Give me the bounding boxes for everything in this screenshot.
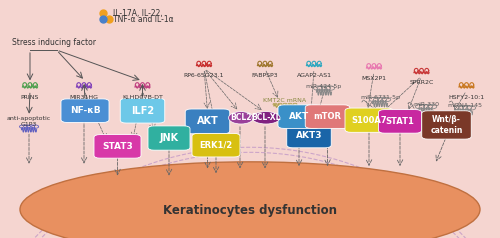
Text: ERK1/2: ERK1/2	[200, 141, 232, 150]
Text: miR-330: miR-330	[413, 102, 439, 107]
FancyBboxPatch shape	[287, 124, 331, 148]
Ellipse shape	[20, 162, 480, 238]
Text: PRINS: PRINS	[21, 95, 39, 100]
FancyBboxPatch shape	[148, 126, 190, 150]
FancyBboxPatch shape	[61, 99, 109, 122]
FancyBboxPatch shape	[192, 133, 240, 157]
Point	[105, 17, 113, 21]
Text: IL-17A, IL-22,: IL-17A, IL-22,	[114, 9, 163, 18]
Text: mTOR: mTOR	[314, 112, 342, 121]
Text: STAT1: STAT1	[386, 117, 414, 126]
Text: JNK: JNK	[160, 133, 178, 143]
Text: SPRR2C: SPRR2C	[410, 80, 434, 85]
FancyBboxPatch shape	[422, 111, 471, 139]
FancyBboxPatch shape	[378, 110, 422, 133]
Text: KLHDC7B-DT: KLHDC7B-DT	[122, 95, 163, 100]
Text: miR-424-5p: miR-424-5p	[306, 84, 342, 89]
FancyBboxPatch shape	[94, 135, 141, 158]
Text: AKT: AKT	[196, 116, 218, 126]
Text: FABPSP3: FABPSP3	[252, 73, 278, 78]
Text: MIR31HG: MIR31HG	[70, 95, 98, 100]
FancyBboxPatch shape	[185, 109, 230, 134]
FancyBboxPatch shape	[345, 108, 393, 132]
Ellipse shape	[252, 112, 280, 124]
Ellipse shape	[228, 112, 254, 124]
Text: RP6-65G23.1: RP6-65G23.1	[184, 73, 224, 78]
Text: STAT3: STAT3	[102, 142, 133, 151]
Text: MSX2P1: MSX2P1	[362, 76, 386, 81]
Text: anti-apoptotic
G1P3: anti-apoptotic G1P3	[7, 116, 51, 127]
Text: AGAP2-AS1: AGAP2-AS1	[296, 73, 332, 78]
FancyBboxPatch shape	[305, 105, 350, 129]
FancyBboxPatch shape	[278, 105, 320, 129]
Text: ILF2: ILF2	[131, 106, 154, 116]
Text: NF-κB: NF-κB	[70, 106, 100, 115]
FancyBboxPatch shape	[120, 98, 164, 123]
Text: TNF-α and IL-1α: TNF-α and IL-1α	[114, 15, 174, 24]
Text: Keratinocytes dysfunction: Keratinocytes dysfunction	[163, 204, 337, 217]
Text: BCL2: BCL2	[230, 113, 252, 122]
Text: Stress inducing factor: Stress inducing factor	[12, 38, 96, 47]
Text: KMT2C mRNA: KMT2C mRNA	[264, 98, 306, 103]
Text: HSFY2-10:1: HSFY2-10:1	[448, 95, 484, 100]
Text: BCL-XL: BCL-XL	[252, 113, 281, 122]
Text: Wnt/β-
catenin: Wnt/β- catenin	[430, 115, 462, 135]
Point	[98, 17, 106, 21]
Point	[98, 11, 106, 15]
Text: miR-6731-5p: miR-6731-5p	[360, 95, 400, 100]
Text: AKT3: AKT3	[296, 131, 322, 140]
Text: AKT: AKT	[289, 112, 309, 121]
Text: miRNA-145: miRNA-145	[448, 103, 482, 109]
Text: S100A7: S100A7	[351, 116, 387, 125]
